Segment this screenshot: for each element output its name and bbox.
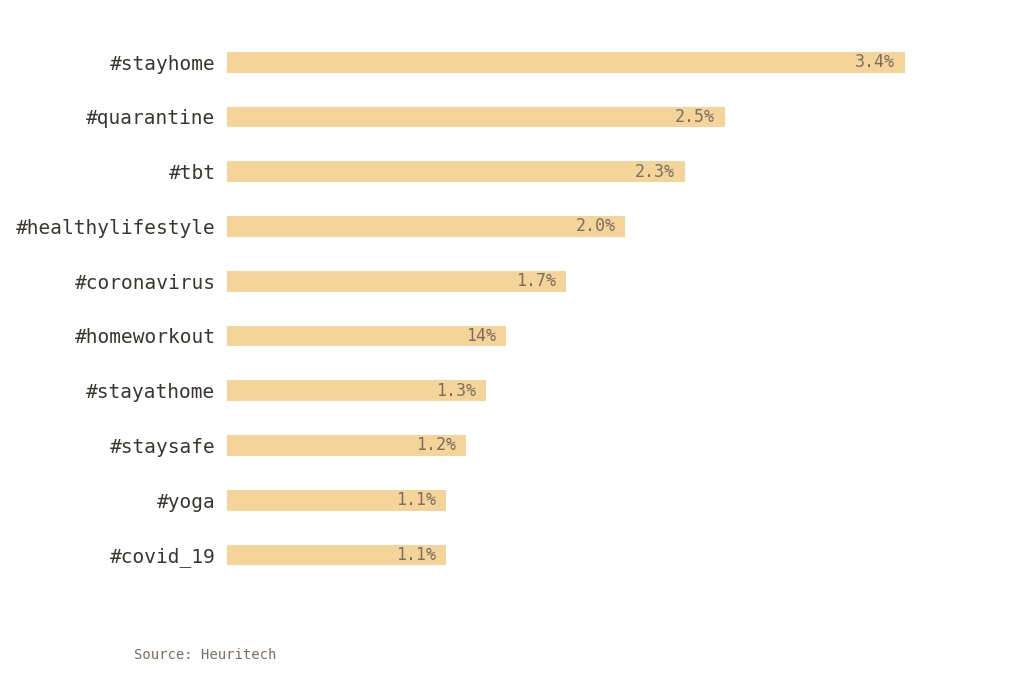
Bar xyxy=(227,381,486,401)
Bar xyxy=(227,435,466,456)
Bar xyxy=(227,325,506,346)
Bar xyxy=(227,271,565,292)
Text: 1.1%: 1.1% xyxy=(396,546,436,564)
Text: 1.1%: 1.1% xyxy=(396,491,436,509)
Text: 1.3%: 1.3% xyxy=(436,382,476,400)
Bar xyxy=(227,490,446,511)
Bar xyxy=(227,545,446,565)
Bar xyxy=(227,216,625,237)
Text: 2.3%: 2.3% xyxy=(636,163,676,181)
Text: 2.0%: 2.0% xyxy=(576,218,616,235)
Text: 2.5%: 2.5% xyxy=(675,108,715,126)
Text: 1.2%: 1.2% xyxy=(416,436,456,454)
Text: Source: Heuritech: Source: Heuritech xyxy=(134,647,276,662)
Bar xyxy=(227,106,725,128)
Text: 1.7%: 1.7% xyxy=(516,272,555,291)
Bar xyxy=(227,52,904,72)
Text: 14%: 14% xyxy=(466,327,495,345)
Bar xyxy=(227,162,685,182)
Text: 3.4%: 3.4% xyxy=(855,53,895,71)
